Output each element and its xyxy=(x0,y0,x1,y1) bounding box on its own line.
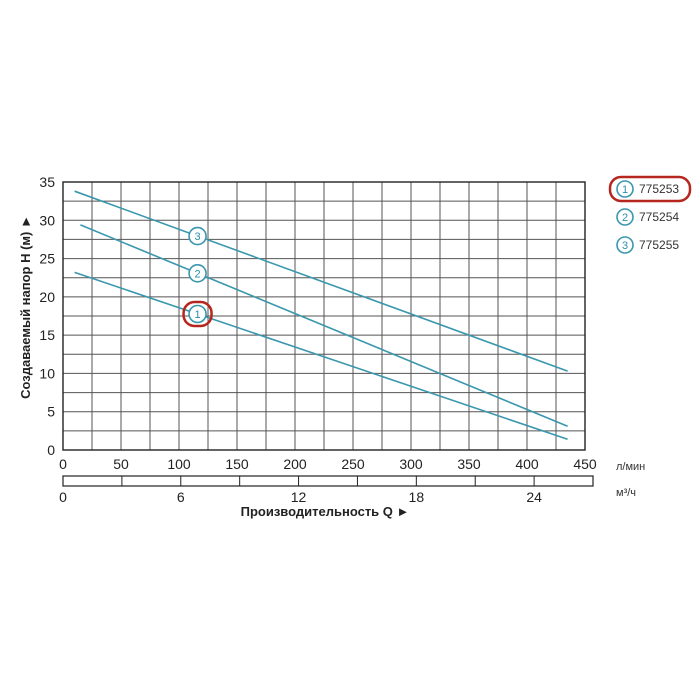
x-tick-label: 100 xyxy=(167,456,191,472)
x2-unit-label: м³/ч xyxy=(616,487,636,499)
plot-frame xyxy=(62,181,586,451)
series-lines xyxy=(74,190,568,441)
secondary-x-axis: 0 6 12 18 24 xyxy=(59,475,594,505)
x-unit-label: л/мин xyxy=(616,461,645,473)
x-tick-labels: 0 50 100 150 200 250 300 350 400 450 xyxy=(59,456,597,472)
series-badge-circle xyxy=(188,304,207,324)
legend: 1 775253 2 775254 3 775255 xyxy=(608,175,692,254)
legend-badge-number: 3 xyxy=(622,240,628,252)
x-tick-label: 350 xyxy=(457,456,481,472)
legend-badge-circle xyxy=(616,236,634,254)
series-badge-number: 2 xyxy=(194,268,200,280)
legend-badge-circle xyxy=(616,208,634,226)
x-tick-label: 0 xyxy=(59,456,67,472)
series-badge-number: 3 xyxy=(194,231,200,243)
y-axis-title: Создаваемый напор H (м) ► xyxy=(18,215,33,399)
secondary-axis-bar xyxy=(62,475,594,487)
y-tick-label: 30 xyxy=(39,212,55,228)
highlight-ring xyxy=(182,300,213,328)
series-badge-circle xyxy=(188,226,207,246)
x-tick-label: 200 xyxy=(283,456,307,472)
x-tick-label: 450 xyxy=(573,456,597,472)
series-badge-circle xyxy=(188,264,207,283)
x2-tick-label: 0 xyxy=(59,489,67,505)
legend-badge-number: 2 xyxy=(622,212,628,224)
series-line-775253 xyxy=(74,271,568,441)
y-tick-label: 5 xyxy=(47,404,55,420)
x-tick-label: 400 xyxy=(515,456,539,472)
y-tick-labels: 0 5 10 15 20 25 30 35 xyxy=(39,174,55,458)
x2-tick-label: 18 xyxy=(409,489,425,505)
series-badges: 1 2 3 xyxy=(182,226,213,328)
legend-badge-circle xyxy=(616,180,634,198)
x-tick-label: 150 xyxy=(225,456,249,472)
y-tick-label: 35 xyxy=(39,174,55,190)
y-tick-label: 10 xyxy=(39,365,55,381)
x2-tick-label: 6 xyxy=(177,489,185,505)
legend-entry-label: 775255 xyxy=(639,238,679,252)
x-tick-label: 50 xyxy=(113,456,129,472)
y-tick-label: 0 xyxy=(47,442,55,458)
legend-badge-number: 1 xyxy=(622,184,628,196)
grid xyxy=(62,181,586,451)
legend-entry-label: 775254 xyxy=(639,210,679,224)
series-line-775255 xyxy=(74,190,568,372)
x2-tick-label: 12 xyxy=(291,489,307,505)
x-axis-title: Производительность Q ► xyxy=(241,504,410,519)
series-badge-number: 1 xyxy=(194,309,200,321)
x-tick-label: 300 xyxy=(399,456,423,472)
series-line-775254 xyxy=(80,224,568,428)
y-tick-label: 20 xyxy=(39,289,55,305)
y-tick-label: 25 xyxy=(39,251,55,267)
x-tick-label: 250 xyxy=(341,456,365,472)
y-tick-label: 15 xyxy=(39,327,55,343)
legend-highlight-ring xyxy=(608,175,692,203)
x2-tick-label: 24 xyxy=(526,489,542,505)
legend-entry-label: 775253 xyxy=(639,182,679,196)
